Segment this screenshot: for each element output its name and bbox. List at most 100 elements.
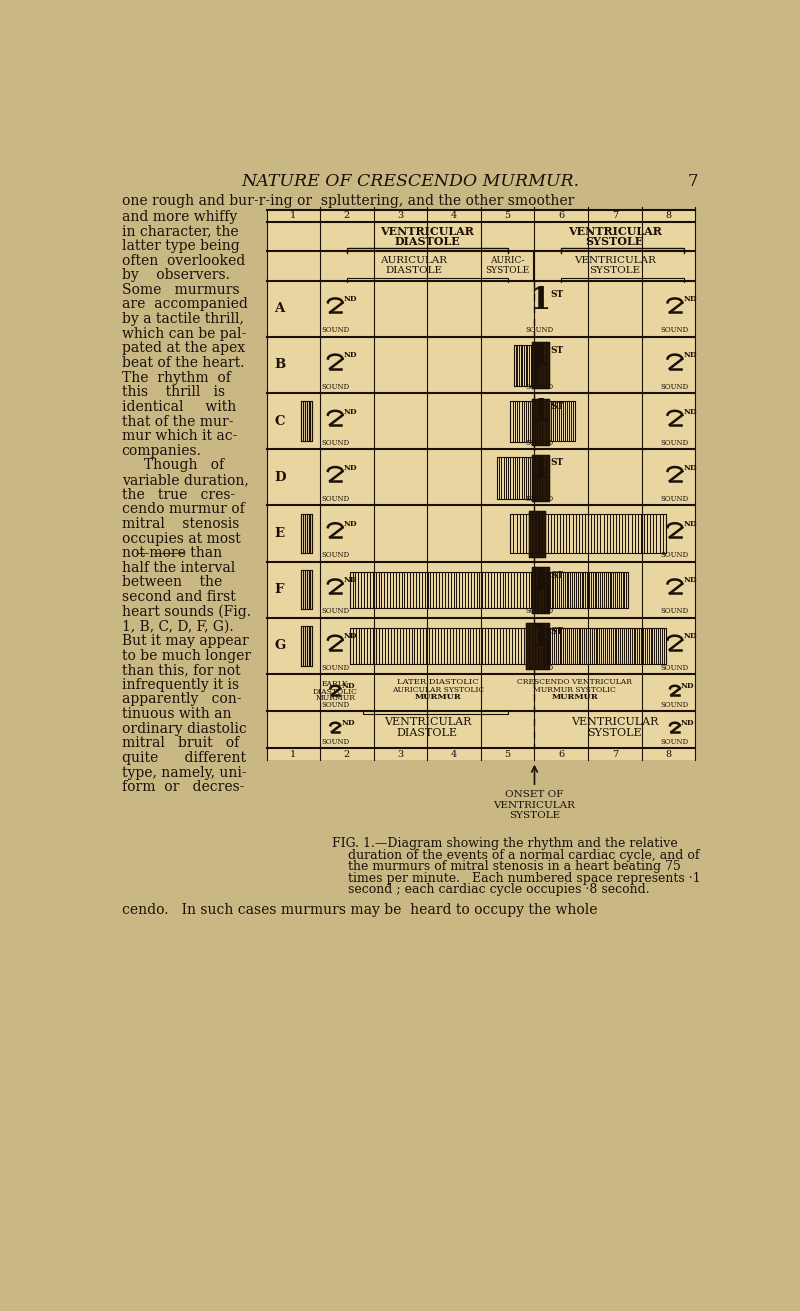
Bar xyxy=(302,570,312,610)
Text: DIASTOLIC: DIASTOLIC xyxy=(313,688,358,696)
Text: ND: ND xyxy=(344,520,358,528)
Text: the   true   cres-: the true cres- xyxy=(122,488,235,502)
Bar xyxy=(544,572,628,608)
Text: SOUND: SOUND xyxy=(526,607,554,615)
Text: ND: ND xyxy=(684,577,698,585)
Text: AURICULAR SYSTOLIC: AURICULAR SYSTOLIC xyxy=(392,686,484,694)
Text: ST: ST xyxy=(550,570,563,579)
Text: SOUND: SOUND xyxy=(526,439,554,447)
Text: EARLY: EARLY xyxy=(322,680,348,688)
Text: mitral   bruit   of: mitral bruit of xyxy=(122,737,239,750)
Bar xyxy=(510,514,666,553)
Text: heart sounds (Fig.: heart sounds (Fig. xyxy=(122,604,250,619)
Bar xyxy=(532,399,550,444)
Text: SOUND: SOUND xyxy=(321,607,350,615)
Text: VENTRICULAR: VENTRICULAR xyxy=(384,717,471,728)
Text: MURMUR: MURMUR xyxy=(315,695,355,703)
Text: ST: ST xyxy=(550,346,563,355)
Text: VENTRICULAR: VENTRICULAR xyxy=(381,227,474,237)
Text: ordinary diastolic: ordinary diastolic xyxy=(122,722,246,735)
Text: CRESCENDO VENTRICULAR: CRESCENDO VENTRICULAR xyxy=(517,678,632,686)
Text: DIASTOLE: DIASTOLE xyxy=(386,266,442,275)
Text: ND: ND xyxy=(684,408,698,416)
Text: FIG. 1.—Diagram showing the rhythm and the relative: FIG. 1.—Diagram showing the rhythm and t… xyxy=(333,838,678,851)
Text: type, namely, uni-: type, namely, uni- xyxy=(122,766,246,780)
Bar xyxy=(526,624,550,670)
Text: 1: 1 xyxy=(530,623,550,653)
Text: second ; each cardiac cycle occupies ·8 second.: second ; each cardiac cycle occupies ·8 … xyxy=(333,884,650,897)
Bar xyxy=(532,568,550,614)
Text: variable duration,: variable duration, xyxy=(122,473,249,486)
Text: SOUND: SOUND xyxy=(526,383,554,391)
Text: SOUND: SOUND xyxy=(661,551,689,560)
Text: ND: ND xyxy=(684,295,698,303)
Text: ND: ND xyxy=(344,464,358,472)
Text: SOUND: SOUND xyxy=(661,439,689,447)
Bar xyxy=(350,572,537,608)
Text: between    the: between the xyxy=(122,576,222,590)
Text: DIASTOLE: DIASTOLE xyxy=(394,236,460,246)
Text: 5: 5 xyxy=(505,211,510,220)
Text: SOUND: SOUND xyxy=(321,326,350,334)
Text: SOUND: SOUND xyxy=(526,496,554,503)
Text: F: F xyxy=(274,583,284,597)
Text: The  rhythm  of: The rhythm of xyxy=(122,371,230,384)
Text: ND: ND xyxy=(681,682,695,690)
Text: SYSTOLE: SYSTOLE xyxy=(590,266,641,275)
Text: ND: ND xyxy=(684,351,698,359)
Text: SOUND: SOUND xyxy=(321,496,350,503)
Text: MURMUR SYSTOLIC: MURMUR SYSTOLIC xyxy=(534,686,616,694)
Text: ND: ND xyxy=(344,408,358,416)
Text: AURICULAR: AURICULAR xyxy=(381,256,447,265)
Bar xyxy=(542,628,666,663)
Text: cendo.   In such cases murmurs may be  heard to occupy the whole: cendo. In such cases murmurs may be hear… xyxy=(122,903,597,916)
Text: ND: ND xyxy=(344,632,358,640)
Text: But it may appear: But it may appear xyxy=(122,635,249,648)
Text: C: C xyxy=(274,414,285,427)
Text: Some   murmurs: Some murmurs xyxy=(122,283,239,296)
Text: ONSET OF
VENTRICULAR
SYSTOLE: ONSET OF VENTRICULAR SYSTOLE xyxy=(494,791,575,821)
Text: LATER DIASTOLIC: LATER DIASTOLIC xyxy=(398,678,479,686)
Bar xyxy=(529,511,545,557)
Text: D: D xyxy=(274,471,286,484)
Text: SOUND: SOUND xyxy=(661,738,689,746)
Text: AURIC-: AURIC- xyxy=(490,256,525,265)
Text: mitral    stenosis: mitral stenosis xyxy=(122,517,239,531)
Text: one rough and bur-r-ing or  spluttering, and the other smoother: one rough and bur-r-ing or spluttering, … xyxy=(122,194,574,207)
Text: 7: 7 xyxy=(612,211,618,220)
Bar xyxy=(497,458,537,498)
Text: SOUND: SOUND xyxy=(321,383,350,391)
Text: ND: ND xyxy=(684,464,698,472)
Text: 1: 1 xyxy=(530,284,550,316)
Text: SOUND: SOUND xyxy=(321,551,350,560)
Text: NATURE OF CRESCENDO MURMUR.: NATURE OF CRESCENDO MURMUR. xyxy=(241,173,579,190)
Text: not̶ ̶m̶o̶r̶e̶ than: not̶ ̶m̶o̶r̶e̶ than xyxy=(122,547,222,560)
Text: companies.: companies. xyxy=(122,443,202,458)
Text: SYSTOLE: SYSTOLE xyxy=(486,266,530,275)
Bar xyxy=(302,514,312,553)
Text: ST: ST xyxy=(550,402,563,412)
Text: SOUND: SOUND xyxy=(321,439,350,447)
Text: half the interval: half the interval xyxy=(122,561,235,574)
Text: 1: 1 xyxy=(290,211,297,220)
Text: 7: 7 xyxy=(688,173,698,190)
Text: 1: 1 xyxy=(530,566,550,597)
Text: often  overlooked: often overlooked xyxy=(122,253,245,267)
Bar xyxy=(550,401,574,440)
Bar xyxy=(532,455,550,501)
Text: Though   of: Though of xyxy=(122,459,224,472)
Text: second and first: second and first xyxy=(122,590,235,604)
Text: SOUND: SOUND xyxy=(321,663,350,671)
Text: ST: ST xyxy=(550,290,563,299)
Text: by    observers.: by observers. xyxy=(122,269,230,282)
Text: infrequently it is: infrequently it is xyxy=(122,678,239,692)
Text: quite      different: quite different xyxy=(122,751,246,766)
Text: G: G xyxy=(274,640,286,653)
Text: VENTRICULAR: VENTRICULAR xyxy=(574,256,656,265)
Text: ND: ND xyxy=(684,632,698,640)
Text: SOUND: SOUND xyxy=(661,700,689,709)
Text: 1, B, C, D, F, G).: 1, B, C, D, F, G). xyxy=(122,619,234,633)
Bar xyxy=(302,401,312,440)
Text: 8: 8 xyxy=(666,750,671,759)
Text: SOUND: SOUND xyxy=(661,496,689,503)
